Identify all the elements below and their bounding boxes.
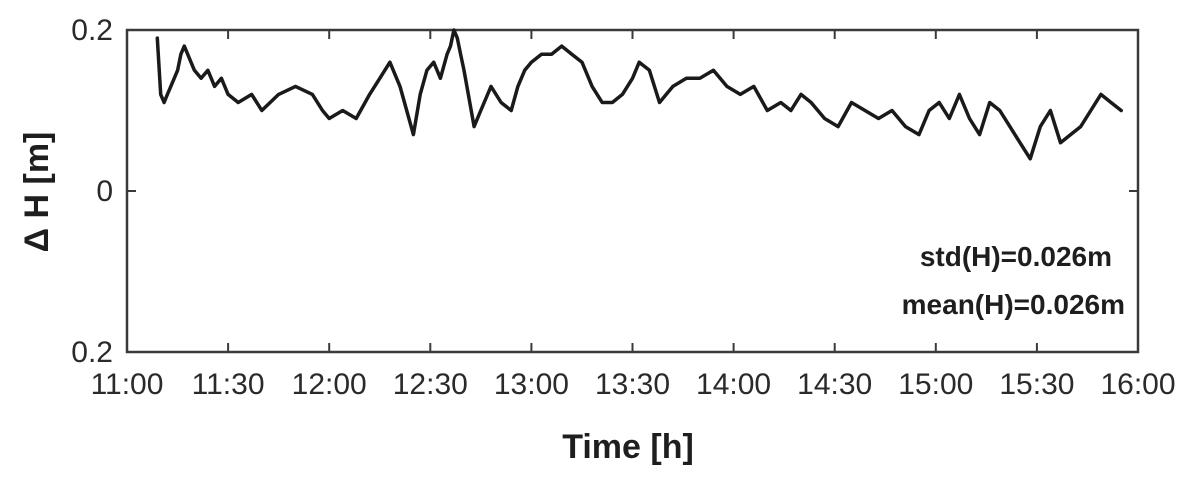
mean-annotation: mean(H)=0.026m — [902, 289, 1125, 320]
x-tick-label: 14:30 — [797, 368, 872, 401]
x-tick-label: 11:30 — [192, 368, 265, 401]
y-tick-label: 0.2 — [71, 336, 113, 369]
x-tick-label: 11:00 — [91, 368, 164, 401]
x-tick-label: 13:00 — [494, 368, 569, 401]
x-tick-label: 15:30 — [999, 368, 1074, 401]
x-tick-label: 12:00 — [292, 368, 367, 401]
series-line — [155, 28, 1123, 161]
y-axis-title: Δ H [m] — [18, 132, 56, 253]
y-tick-label: 0.2 — [71, 14, 113, 47]
y-axis: 0.2 0 0.2 — [71, 14, 1138, 369]
x-tick-label: 12:30 — [393, 368, 468, 401]
plot-frame — [125, 28, 1140, 354]
y-tick-label: 0 — [96, 175, 113, 208]
x-tick-label: 14:00 — [696, 368, 771, 401]
x-axis-title: Time [h] — [562, 428, 694, 466]
std-annotation: std(H)=0.026m — [920, 241, 1112, 272]
x-tick-label: 13:30 — [595, 368, 670, 401]
x-tick-label: 15:00 — [898, 368, 973, 401]
series-layer — [155, 28, 1123, 161]
x-axis: 11:00 11:30 12:00 12:30 13:00 13:30 14:00 14:30… — [91, 30, 1176, 401]
x-tick-label: 16:00 — [1100, 368, 1175, 401]
